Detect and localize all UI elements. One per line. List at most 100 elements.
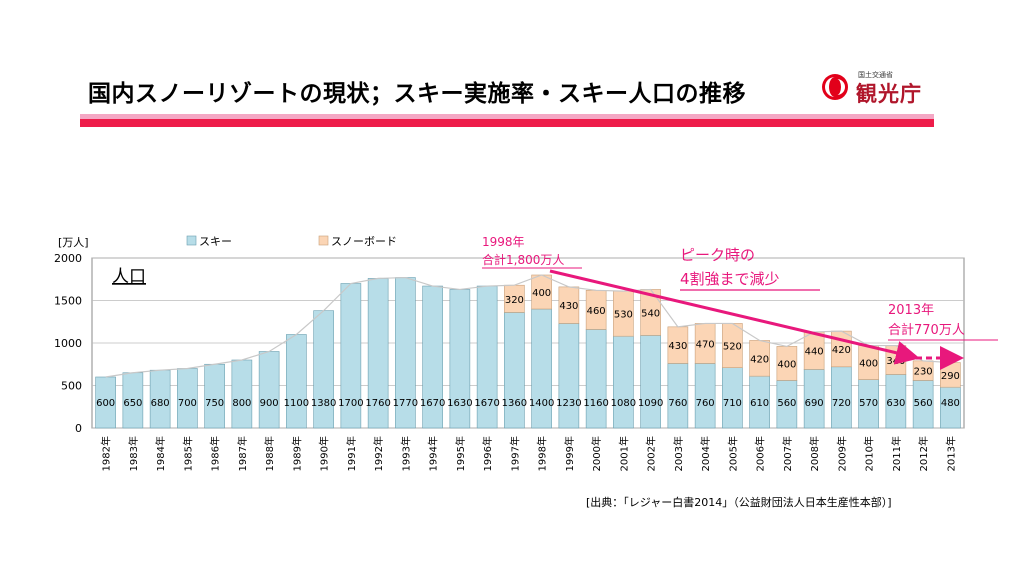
label-ski-2006年: 610	[750, 398, 769, 409]
bar-ski-1990年	[313, 310, 334, 429]
y-tick-500: 500	[61, 380, 82, 393]
label-ski-1990年: 1380	[311, 398, 336, 409]
legend-label-snowboard: スノーボード	[331, 235, 397, 248]
annotation-2013-year: 2013年	[888, 303, 934, 318]
label-snowboard-2010年: 400	[859, 359, 878, 370]
x-tick-2011年: 2011年	[890, 436, 903, 471]
x-tick-1991年: 1991年	[345, 436, 358, 471]
bar-ski-2004年	[694, 363, 716, 429]
bar-ski-1989年	[286, 334, 307, 429]
label-ski-1983年: 650	[123, 398, 142, 409]
x-tick-1982年: 1982年	[100, 436, 113, 471]
label-ski-1985年: 700	[178, 398, 197, 409]
x-tick-1996年: 1996年	[481, 436, 494, 471]
x-tick-1990年: 1990年	[318, 436, 331, 471]
y-axis-label: [万人]	[58, 236, 89, 249]
label-ski-2010年: 570	[859, 398, 878, 409]
label-snowboard-2009年: 420	[832, 345, 851, 356]
x-tick-2008年: 2008年	[808, 436, 821, 471]
label-ski-1998年: 1400	[529, 398, 554, 409]
label-ski-2009年: 720	[832, 398, 851, 409]
annotation-decline-line1: ピーク時の	[680, 246, 755, 264]
label-snowboard-2013年: 290	[941, 371, 960, 382]
label-ski-1982年: 600	[96, 398, 115, 409]
legend-swatch-ski	[186, 235, 197, 246]
label-ski-2005年: 710	[723, 398, 742, 409]
x-tick-1989年: 1989年	[290, 436, 303, 471]
label-ski-2012年: 560	[914, 398, 933, 409]
x-tick-2013年: 2013年	[944, 436, 957, 471]
x-tick-1984年: 1984年	[154, 436, 167, 471]
label-ski-1984年: 680	[151, 398, 170, 409]
label-ski-2004年: 760	[696, 398, 715, 409]
label-snowboard-2002年: 540	[641, 308, 660, 319]
label-snowboard-2006年: 420	[750, 354, 769, 365]
label-ski-2002年: 1090	[638, 398, 663, 409]
bar-ski-1999年	[558, 323, 580, 429]
x-tick-2009年: 2009年	[835, 436, 848, 471]
label-snowboard-2004年: 470	[696, 339, 715, 350]
x-tick-2003年: 2003年	[672, 436, 685, 471]
agency-name: 観光庁	[856, 82, 922, 106]
label-ski-1995年: 1630	[447, 398, 472, 409]
y-tick-0: 0	[75, 422, 82, 435]
label-ski-2001年: 1080	[611, 398, 636, 409]
label-ski-1986年: 750	[205, 398, 224, 409]
label-snowboard-2008年: 440	[805, 347, 824, 358]
chart-inner-title: 人口	[112, 267, 146, 287]
x-tick-1988年: 1988年	[263, 436, 276, 471]
x-tick-1998年: 1998年	[536, 436, 549, 471]
label-ski-1992年: 1760	[365, 398, 390, 409]
label-snowboard-2005年: 520	[723, 342, 742, 353]
source-note: [出典：「レジャー白書2014」（公益財団法人日本生産性本部）]	[586, 496, 892, 509]
label-ski-2011年: 630	[886, 398, 905, 409]
label-ski-1988年: 900	[260, 398, 279, 409]
x-tick-1985年: 1985年	[181, 436, 194, 471]
x-tick-1992年: 1992年	[372, 436, 385, 471]
x-tick-2001年: 2001年	[617, 436, 630, 471]
label-snowboard-2000年: 460	[587, 306, 606, 317]
logo-mark-icon	[822, 74, 848, 100]
x-tick-1994年: 1994年	[427, 436, 440, 471]
label-ski-2003年: 760	[668, 398, 687, 409]
label-ski-1993年: 1770	[393, 398, 418, 409]
label-snowboard-2012年: 230	[914, 367, 933, 378]
total-line	[105, 274, 951, 378]
bar-ski-2002年	[640, 335, 661, 429]
y-tick-1500: 1500	[54, 295, 82, 308]
bar-ski-1998年	[531, 308, 552, 429]
label-ski-2000年: 1160	[583, 398, 608, 409]
bar-ski-1987年	[231, 359, 253, 429]
label-ski-1994年: 1670	[420, 398, 445, 409]
label-ski-1987年: 800	[232, 398, 251, 409]
x-tick-2004年: 2004年	[699, 436, 712, 471]
bar-ski-1997年	[504, 312, 525, 429]
label-ski-1989年: 1100	[284, 398, 309, 409]
bar-ski-1986年	[204, 363, 225, 429]
bar-ski-1988年	[258, 351, 280, 429]
label-snowboard-1999年: 430	[559, 301, 578, 312]
header-band-pink	[80, 114, 934, 119]
header: 国内スノーリゾートの現状；スキー実施率・スキー人口の推移 国土交通省 観光庁	[80, 66, 934, 127]
bar-ski-2003年	[667, 363, 689, 429]
header-band-red	[80, 119, 934, 127]
agency-small-text: 国土交通省	[858, 71, 893, 79]
x-tick-2002年: 2002年	[645, 436, 658, 471]
annotation-decline-line2: 4割強まで減少	[680, 270, 780, 288]
x-tick-2006年: 2006年	[754, 436, 767, 471]
x-tick-1993年: 1993年	[399, 436, 412, 471]
annotation-1998-year: 1998年	[482, 235, 525, 249]
x-tick-1983年: 1983年	[127, 436, 140, 471]
legend-label-ski: スキー	[199, 235, 232, 248]
x-tick-2005年: 2005年	[726, 436, 739, 471]
label-ski-2013年: 480	[941, 398, 960, 409]
label-snowboard-2001年: 530	[614, 310, 633, 321]
x-tick-2012年: 2012年	[917, 436, 930, 471]
x-tick-1986年: 1986年	[209, 436, 222, 471]
x-tick-1997年: 1997年	[508, 436, 521, 471]
label-ski-2007年: 560	[777, 398, 796, 409]
x-tick-1999年: 1999年	[563, 436, 576, 471]
annotation-2013-total: 合計770万人	[888, 322, 965, 338]
trend-arrow	[549, 269, 920, 365]
